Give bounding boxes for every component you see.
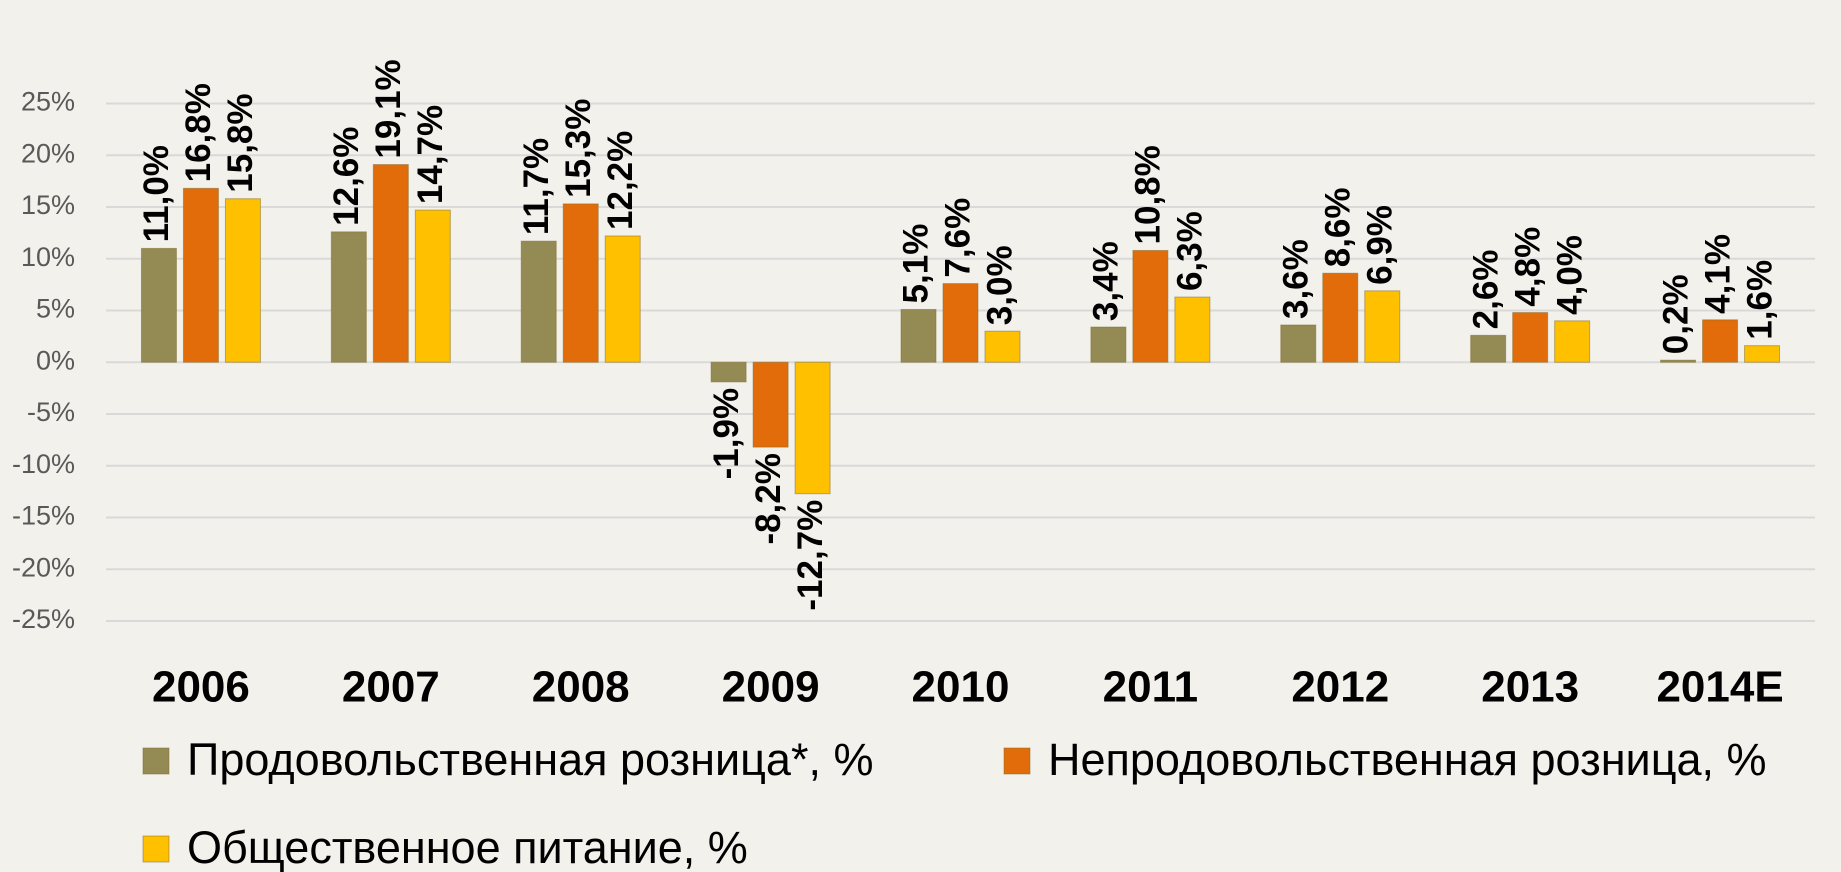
x-tick-label: 2007 — [342, 663, 440, 712]
y-tick-label: -10% — [12, 449, 75, 479]
data-label: 14,7% — [411, 105, 450, 204]
data-label: 3,4% — [1087, 241, 1126, 321]
bar — [900, 308, 937, 363]
y-tick-label: -5% — [27, 397, 75, 427]
legend-label: Общественное питание, % — [187, 822, 748, 872]
bar — [752, 361, 789, 448]
data-label: 15,8% — [221, 93, 260, 192]
legend-marker — [1003, 747, 1031, 775]
bar — [372, 164, 409, 363]
data-label: -12,7% — [791, 500, 830, 611]
bar — [1132, 249, 1169, 363]
data-label: 6,9% — [1361, 205, 1400, 285]
data-label: 16,8% — [179, 83, 218, 182]
y-tick-label: 15% — [21, 190, 75, 220]
bar — [1702, 319, 1739, 363]
bar — [1744, 345, 1781, 363]
bar — [984, 330, 1021, 363]
data-label: 3,0% — [981, 245, 1020, 325]
x-tick-label: 2010 — [912, 663, 1010, 712]
y-tick-label: -15% — [12, 501, 75, 531]
data-label: -8,2% — [749, 453, 788, 544]
bar — [604, 235, 641, 363]
data-label: 3,6% — [1277, 239, 1316, 319]
data-label: 11,7% — [517, 138, 556, 235]
y-tick-label: 20% — [21, 138, 75, 168]
data-label: 8,6% — [1319, 187, 1358, 267]
data-label: 4,0% — [1550, 235, 1589, 315]
bar — [1322, 272, 1359, 363]
bar — [1554, 320, 1591, 363]
data-label: 15,3% — [559, 99, 598, 198]
bar — [140, 247, 177, 363]
bar — [710, 361, 747, 383]
bar — [1512, 312, 1549, 363]
x-tick-label: 2012 — [1291, 663, 1389, 712]
bar — [942, 283, 979, 363]
bar — [562, 203, 599, 363]
data-label: 4,8% — [1508, 227, 1547, 307]
bar — [1364, 290, 1401, 363]
bar — [224, 198, 261, 363]
data-label: 6,3% — [1171, 211, 1210, 291]
x-tick-label: 2008 — [532, 663, 630, 712]
x-tick-label: 2014E — [1656, 663, 1783, 712]
data-label: 4,1% — [1698, 234, 1737, 314]
x-tick-label: 2009 — [722, 663, 820, 712]
data-label: 10,8% — [1129, 145, 1168, 244]
y-tick-label: -25% — [12, 604, 75, 634]
x-tick-label: 2011 — [1103, 663, 1198, 712]
y-tick-label: 10% — [21, 242, 75, 272]
bar — [794, 361, 831, 495]
data-label: 12,2% — [601, 131, 640, 230]
data-label: 19,1% — [369, 59, 408, 158]
data-label: -1,9% — [707, 388, 746, 479]
bar — [1174, 296, 1211, 363]
data-label: 11,0% — [137, 145, 176, 242]
y-tick-label: -20% — [12, 552, 75, 582]
bar — [1470, 334, 1507, 363]
x-tick-label: 2013 — [1481, 663, 1579, 712]
bar — [414, 209, 451, 363]
y-tick-label: 5% — [36, 294, 75, 324]
bar — [1660, 359, 1697, 363]
legend-marker — [142, 835, 170, 863]
data-label: 7,6% — [939, 198, 978, 278]
data-label: 0,2% — [1656, 274, 1695, 354]
data-label: 1,6% — [1740, 260, 1779, 340]
legend-label: Продовольственная розница*, % — [187, 734, 873, 785]
data-label: 5,1% — [897, 224, 936, 304]
bar — [1280, 324, 1317, 363]
legend-marker — [142, 747, 170, 775]
data-label: 12,6% — [327, 127, 366, 226]
bar — [182, 187, 219, 363]
data-label: 2,6% — [1466, 250, 1505, 330]
bar — [330, 231, 367, 363]
legend-label: Непродовольственная розница, % — [1048, 734, 1767, 785]
y-tick-label: 0% — [36, 345, 75, 375]
bar — [520, 240, 557, 363]
bar — [1090, 326, 1127, 363]
y-tick-label: 25% — [21, 87, 75, 117]
x-tick-label: 2006 — [152, 663, 250, 712]
